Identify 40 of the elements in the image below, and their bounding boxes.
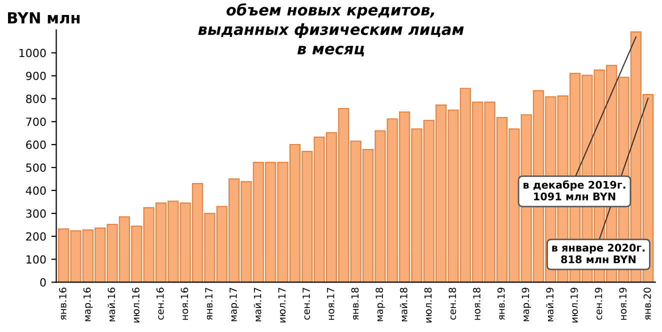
y-tick-label: 600 <box>26 140 46 149</box>
x-tick-label: май.16 <box>108 288 116 322</box>
chart-title: объем новых кредитов, выданных физическим лицам в месяц <box>198 3 464 56</box>
y-axis-title: BYN млн <box>8 12 80 24</box>
x-tick-label: ноя.16 <box>180 288 188 320</box>
x-tick-label: мар.17 <box>230 288 239 322</box>
y-tick-label: 100 <box>26 255 46 264</box>
x-tick-label: май.19 <box>546 288 554 322</box>
x-tick-label: янв.18 <box>351 288 359 320</box>
x-tick-label: сен.18 <box>448 288 456 320</box>
y-tick-label: 900 <box>26 72 46 80</box>
x-tick-label: июл.17 <box>278 288 286 322</box>
x-tick-label: сен.17 <box>302 288 310 320</box>
y-tick-label: 1000 <box>19 48 46 58</box>
x-tick-label: янв.16 <box>59 288 66 320</box>
x-tick-label: янв.17 <box>205 288 212 320</box>
x-tick-label: июл.18 <box>424 288 432 322</box>
y-tick-label: 700 <box>26 118 46 126</box>
x-tick-label: июл.19 <box>570 288 578 322</box>
annotation: в декабре 2019г. 1091 млн BYN <box>524 180 626 200</box>
annotation: в январе 2020г. 818 млн BYN <box>552 244 645 264</box>
y-tick-label: 300 <box>26 209 46 218</box>
y-tick-label: 800 <box>26 94 46 104</box>
y-tick-label: 200 <box>26 232 46 241</box>
y-tick-label: 500 <box>26 163 46 172</box>
x-tick-label: сен.16 <box>156 288 164 320</box>
x-tick-label: ноя.17 <box>327 288 334 320</box>
x-tick-label: янв.20 <box>644 288 651 320</box>
x-tick-label: ноя.19 <box>619 288 627 320</box>
x-tick-label: мар.18 <box>376 288 385 322</box>
x-tick-label: май.17 <box>254 288 262 322</box>
x-tick-label: май.18 <box>400 288 408 322</box>
y-tick-label: 400 <box>26 186 46 195</box>
x-tick-label: сен.19 <box>594 288 602 320</box>
x-tick-label: мар.19 <box>522 288 532 322</box>
x-tick-label: июл.16 <box>132 288 140 322</box>
x-tick-label: янв.19 <box>497 288 505 320</box>
x-tick-label: мар.16 <box>83 288 93 322</box>
y-tick-label: 0 <box>40 278 46 287</box>
x-tick-label: ноя.18 <box>473 288 480 320</box>
